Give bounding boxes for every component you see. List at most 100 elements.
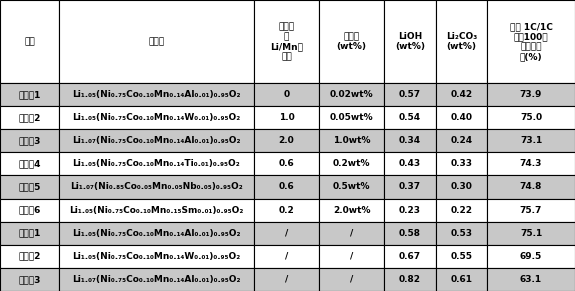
Bar	[254, 268, 319, 291]
Bar	[0, 175, 59, 198]
Bar	[384, 83, 436, 106]
Text: 0.34: 0.34	[399, 136, 421, 145]
Bar	[254, 129, 319, 152]
Text: 0.2wt%: 0.2wt%	[333, 159, 370, 168]
Text: 0.05wt%: 0.05wt%	[330, 113, 373, 122]
Bar	[0, 198, 59, 222]
Text: 2.0wt%: 2.0wt%	[333, 205, 370, 214]
Text: 对比例1: 对比例1	[18, 229, 41, 238]
Text: 0.37: 0.37	[399, 182, 421, 191]
Bar	[59, 152, 254, 175]
Bar	[384, 175, 436, 198]
Bar	[487, 198, 575, 222]
Text: 包覆料
中
Li/Mn摩
尔比: 包覆料 中 Li/Mn摩 尔比	[270, 22, 303, 61]
Bar	[436, 175, 487, 198]
Text: /: /	[350, 275, 353, 284]
Bar	[59, 175, 254, 198]
Text: Li₁.₀₅(Ni₀.₇₅Co₀.₁₀Mn₀.₁₄Ti₀.₀₁)₀.₉₅O₂: Li₁.₀₅(Ni₀.₇₅Co₀.₁₀Mn₀.₁₄Ti₀.₀₁)₀.₉₅O₂	[72, 159, 240, 168]
Bar	[319, 198, 384, 222]
Text: 1.0: 1.0	[279, 113, 294, 122]
Text: 初电 1C/1C
循环100次
容量保持
率(%): 初电 1C/1C 循环100次 容量保持 率(%)	[509, 22, 553, 61]
Text: 0.30: 0.30	[450, 182, 472, 191]
Bar	[487, 245, 575, 268]
Bar	[0, 245, 59, 268]
Text: 0.53: 0.53	[450, 229, 472, 238]
Bar	[319, 129, 384, 152]
Bar	[384, 245, 436, 268]
Text: /: /	[350, 252, 353, 261]
Bar	[0, 129, 59, 152]
Bar	[436, 198, 487, 222]
Text: 样品: 样品	[24, 37, 35, 46]
Bar	[384, 129, 436, 152]
Text: 0.43: 0.43	[399, 159, 421, 168]
Text: 0.82: 0.82	[399, 275, 421, 284]
Bar	[436, 268, 487, 291]
Text: 对比例2: 对比例2	[18, 252, 41, 261]
Bar	[436, 83, 487, 106]
Text: 73.1: 73.1	[520, 136, 542, 145]
Text: 73.9: 73.9	[520, 90, 542, 99]
Bar	[59, 268, 254, 291]
Bar	[319, 0, 384, 83]
Text: 0.5wt%: 0.5wt%	[333, 182, 370, 191]
Text: /: /	[285, 229, 288, 238]
Bar	[0, 152, 59, 175]
Bar	[436, 222, 487, 245]
Bar	[59, 83, 254, 106]
Bar	[436, 245, 487, 268]
Bar	[319, 152, 384, 175]
Text: 对比例3: 对比例3	[18, 275, 41, 284]
Text: 1.0wt%: 1.0wt%	[333, 136, 370, 145]
Text: 0.33: 0.33	[450, 159, 472, 168]
Text: Li₁.₀₇(Ni₀.₇₅Co₀.₁₀Mn₀.₁₄Al₀.₀₁)₀.₉₅O₂: Li₁.₀₇(Ni₀.₇₅Co₀.₁₀Mn₀.₁₄Al₀.₀₁)₀.₉₅O₂	[72, 275, 241, 284]
Bar	[319, 245, 384, 268]
Bar	[59, 198, 254, 222]
Bar	[436, 129, 487, 152]
Bar	[487, 222, 575, 245]
Text: 实施例5: 实施例5	[18, 182, 41, 191]
Bar	[487, 268, 575, 291]
Bar	[436, 0, 487, 83]
Text: 74.8: 74.8	[520, 182, 542, 191]
Text: 63.1: 63.1	[520, 275, 542, 284]
Bar	[319, 83, 384, 106]
Bar	[384, 198, 436, 222]
Text: 0.42: 0.42	[450, 90, 473, 99]
Bar	[254, 0, 319, 83]
Text: 0.23: 0.23	[399, 205, 421, 214]
Bar	[384, 106, 436, 129]
Bar	[254, 106, 319, 129]
Bar	[254, 198, 319, 222]
Text: 0.02wt%: 0.02wt%	[330, 90, 373, 99]
Bar	[487, 83, 575, 106]
Text: 69.5: 69.5	[520, 252, 542, 261]
Text: 0.54: 0.54	[399, 113, 421, 122]
Bar	[0, 83, 59, 106]
Text: 化学式: 化学式	[148, 37, 164, 46]
Bar	[436, 106, 487, 129]
Text: 实施例4: 实施例4	[18, 159, 41, 168]
Text: 实施例6: 实施例6	[18, 205, 41, 214]
Text: 74.3: 74.3	[520, 159, 542, 168]
Bar	[436, 152, 487, 175]
Text: 0.24: 0.24	[450, 136, 473, 145]
Text: 0.22: 0.22	[450, 205, 472, 214]
Bar	[0, 0, 59, 83]
Text: 0.55: 0.55	[450, 252, 472, 261]
Bar	[384, 222, 436, 245]
Text: 75.7: 75.7	[520, 205, 542, 214]
Bar	[0, 106, 59, 129]
Text: 实施例3: 实施例3	[18, 136, 41, 145]
Bar	[59, 129, 254, 152]
Text: LiOH
(wt%): LiOH (wt%)	[395, 32, 425, 51]
Text: 0.40: 0.40	[450, 113, 472, 122]
Bar	[254, 222, 319, 245]
Bar	[319, 175, 384, 198]
Text: 75.0: 75.0	[520, 113, 542, 122]
Text: 75.1: 75.1	[520, 229, 542, 238]
Bar	[487, 106, 575, 129]
Text: 实施例2: 实施例2	[18, 113, 41, 122]
Bar	[254, 175, 319, 198]
Bar	[384, 152, 436, 175]
